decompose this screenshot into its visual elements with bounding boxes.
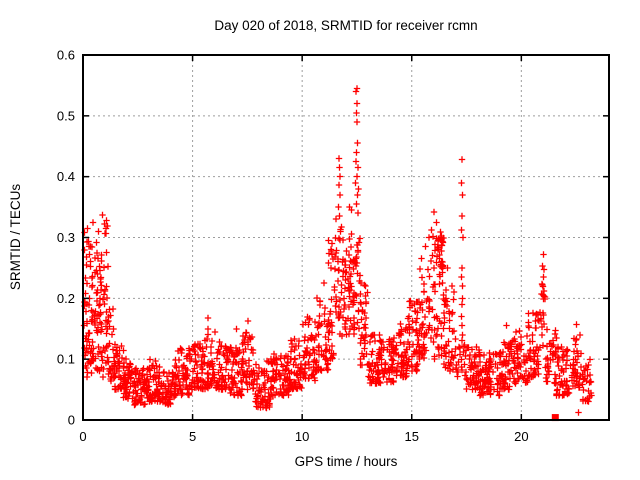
y-axis-label: SRMTID / TECUs bbox=[8, 184, 23, 291]
y-tick-label: 0.2 bbox=[57, 291, 75, 306]
y-tick-label: 0.1 bbox=[57, 352, 75, 367]
y-tick-label: 0 bbox=[68, 413, 75, 428]
srmtid-square-marker bbox=[551, 414, 559, 422]
chart-title: Day 020 of 2018, SRMTID for receiver rcm… bbox=[214, 18, 477, 33]
srmtid-plus-markers bbox=[80, 85, 595, 416]
x-tick-label: 0 bbox=[79, 429, 86, 444]
y-tick-label: 0.4 bbox=[57, 169, 75, 184]
x-tick-label: 5 bbox=[189, 429, 196, 444]
plot-border bbox=[82, 54, 610, 421]
y-tick-label: 0.5 bbox=[57, 108, 75, 123]
x-axis-label: GPS time / hours bbox=[295, 454, 398, 469]
axis-tick-labels: 0 5 10 15 20 0 0.1 0.2 0.3 0.4 0.5 0.6 bbox=[57, 48, 529, 445]
y-tick-label: 0.6 bbox=[57, 48, 75, 63]
data-points-layer bbox=[80, 85, 595, 422]
axis-ticks bbox=[82, 54, 609, 421]
y-tick-label: 0.3 bbox=[57, 230, 75, 245]
grid-lines bbox=[83, 55, 609, 420]
x-tick-label: 10 bbox=[295, 429, 309, 444]
x-tick-label: 15 bbox=[405, 429, 419, 444]
x-tick-label: 20 bbox=[514, 429, 528, 444]
